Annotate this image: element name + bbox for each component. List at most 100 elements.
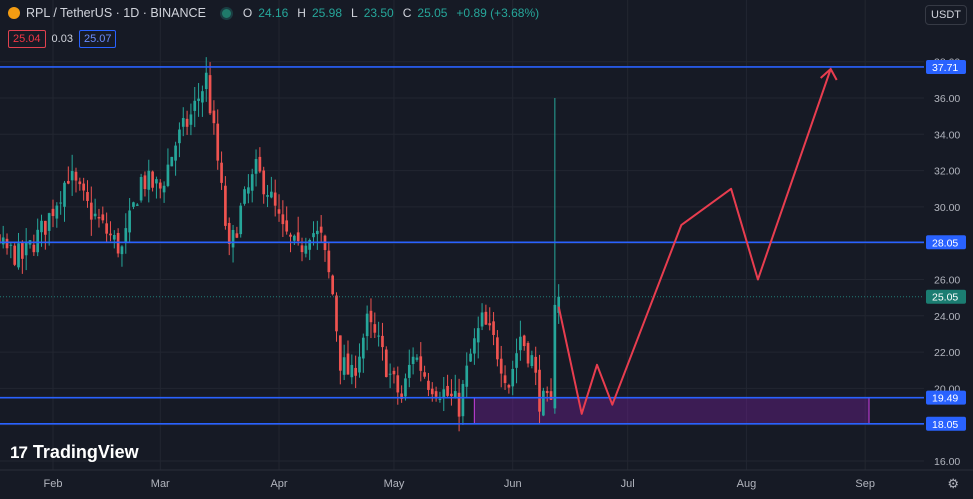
candle-body	[13, 245, 17, 265]
settings-gear-icon[interactable]: ⚙	[947, 476, 959, 491]
currency-selector[interactable]: USDT	[925, 5, 967, 25]
projection-arrow	[557, 67, 838, 415]
symbol-title[interactable]: RPL / TetherUS · 1D · BINANCE	[26, 6, 206, 20]
projection-path	[557, 68, 832, 415]
candle-body	[220, 162, 223, 183]
candle-body	[519, 336, 522, 351]
candle-body	[361, 337, 365, 359]
candle-body	[66, 181, 70, 184]
candle-body	[358, 356, 361, 373]
low-label: L	[351, 6, 358, 20]
candle-body	[430, 388, 434, 395]
candle-body	[204, 72, 208, 90]
candle-body	[51, 208, 55, 217]
candle-body	[262, 170, 266, 195]
open-label: O	[242, 6, 253, 20]
demand-zone	[473, 397, 870, 425]
candle-body	[549, 391, 553, 400]
candle-body	[304, 245, 308, 254]
candle-body	[457, 392, 461, 417]
candle-body	[557, 296, 561, 313]
candle-body	[197, 98, 200, 101]
candle-body	[312, 233, 315, 238]
level-price-tag-text: 19.49	[932, 393, 958, 405]
chart-header: RPL / TetherUS · 1D · BINANCE O 24.16 H 25…	[8, 6, 542, 20]
candle-body	[522, 335, 526, 347]
candle-body	[36, 229, 40, 253]
buy-price-button[interactable]: 25.07	[78, 30, 117, 48]
candle-body	[55, 205, 59, 219]
candle-body	[254, 159, 258, 174]
price-axis[interactable]: 16.0018.0020.0022.0024.0026.0028.0030.00…	[926, 57, 966, 468]
change-value: +0.89 (+3.68%)	[456, 6, 540, 20]
time-axis[interactable]: Feb Mar Apr May Jun Jul Aug Sep	[0, 469, 973, 490]
candle-body	[350, 364, 354, 378]
candle-body	[216, 123, 220, 161]
candle-body	[208, 75, 212, 114]
price-tick-label: 26.00	[934, 275, 960, 287]
candle-body	[193, 100, 197, 111]
candle-body	[503, 375, 507, 384]
close-value: 25.05	[417, 6, 448, 20]
candle-body	[24, 242, 28, 256]
candle-body	[377, 335, 380, 337]
candle-body	[266, 195, 269, 197]
candle-body	[515, 353, 518, 368]
candle-body	[70, 171, 74, 181]
candle-body	[151, 171, 154, 188]
candle-body	[162, 185, 166, 193]
candle-body	[212, 110, 216, 124]
candle-body	[32, 244, 36, 253]
level-price-tag	[926, 59, 966, 74]
candle-body	[143, 175, 147, 190]
candle-body	[308, 239, 312, 250]
candle-body	[86, 192, 89, 201]
candle-body	[530, 355, 534, 367]
high-label: H	[297, 6, 306, 20]
level-price-tag-text: 28.05	[932, 237, 958, 249]
candle-body	[538, 369, 541, 412]
horizontal-levels[interactable]	[0, 66, 924, 425]
candle-body	[354, 367, 357, 376]
candle-body	[40, 220, 43, 233]
candle-body	[473, 338, 476, 354]
level-price-tag	[926, 416, 966, 431]
candle-body	[542, 390, 545, 416]
tradingview-wordmark: TradingView	[32, 442, 139, 462]
candle-body	[315, 230, 319, 235]
candle-body	[384, 349, 388, 378]
bid-ask-row: 25.04 0.03 25.07	[8, 30, 117, 48]
time-tick-label: Jul	[621, 478, 635, 490]
candle-body	[392, 370, 396, 375]
current-price-tag	[926, 289, 966, 304]
candle-body	[250, 174, 254, 191]
candle-body	[59, 202, 63, 204]
price-tick-label: 16.00	[934, 456, 960, 468]
candle-body	[89, 202, 93, 220]
candle-body	[135, 204, 139, 206]
candle-body	[105, 223, 108, 234]
candle-body	[285, 220, 289, 232]
projection-arrowhead	[820, 67, 838, 81]
time-tick-label: Aug	[737, 478, 757, 490]
candle-body	[239, 205, 243, 235]
time-tick-label: Mar	[151, 478, 170, 490]
candle-body	[132, 202, 135, 207]
candle-body	[78, 181, 82, 185]
candle-body	[5, 238, 9, 249]
candle-body	[17, 243, 20, 268]
candle-body	[277, 209, 281, 214]
candle-body	[109, 233, 112, 236]
candle-body	[300, 245, 304, 253]
sell-price-button[interactable]: 25.04	[8, 30, 46, 48]
candle-body	[338, 335, 342, 371]
level-price-tag-text: 18.05	[932, 419, 958, 431]
candle-body	[553, 304, 557, 409]
candle-body	[499, 358, 503, 374]
candle-body	[476, 328, 480, 343]
candle-body	[231, 229, 235, 248]
candle-body	[227, 222, 231, 244]
candle-body	[319, 226, 323, 233]
candle-body	[1, 237, 5, 245]
